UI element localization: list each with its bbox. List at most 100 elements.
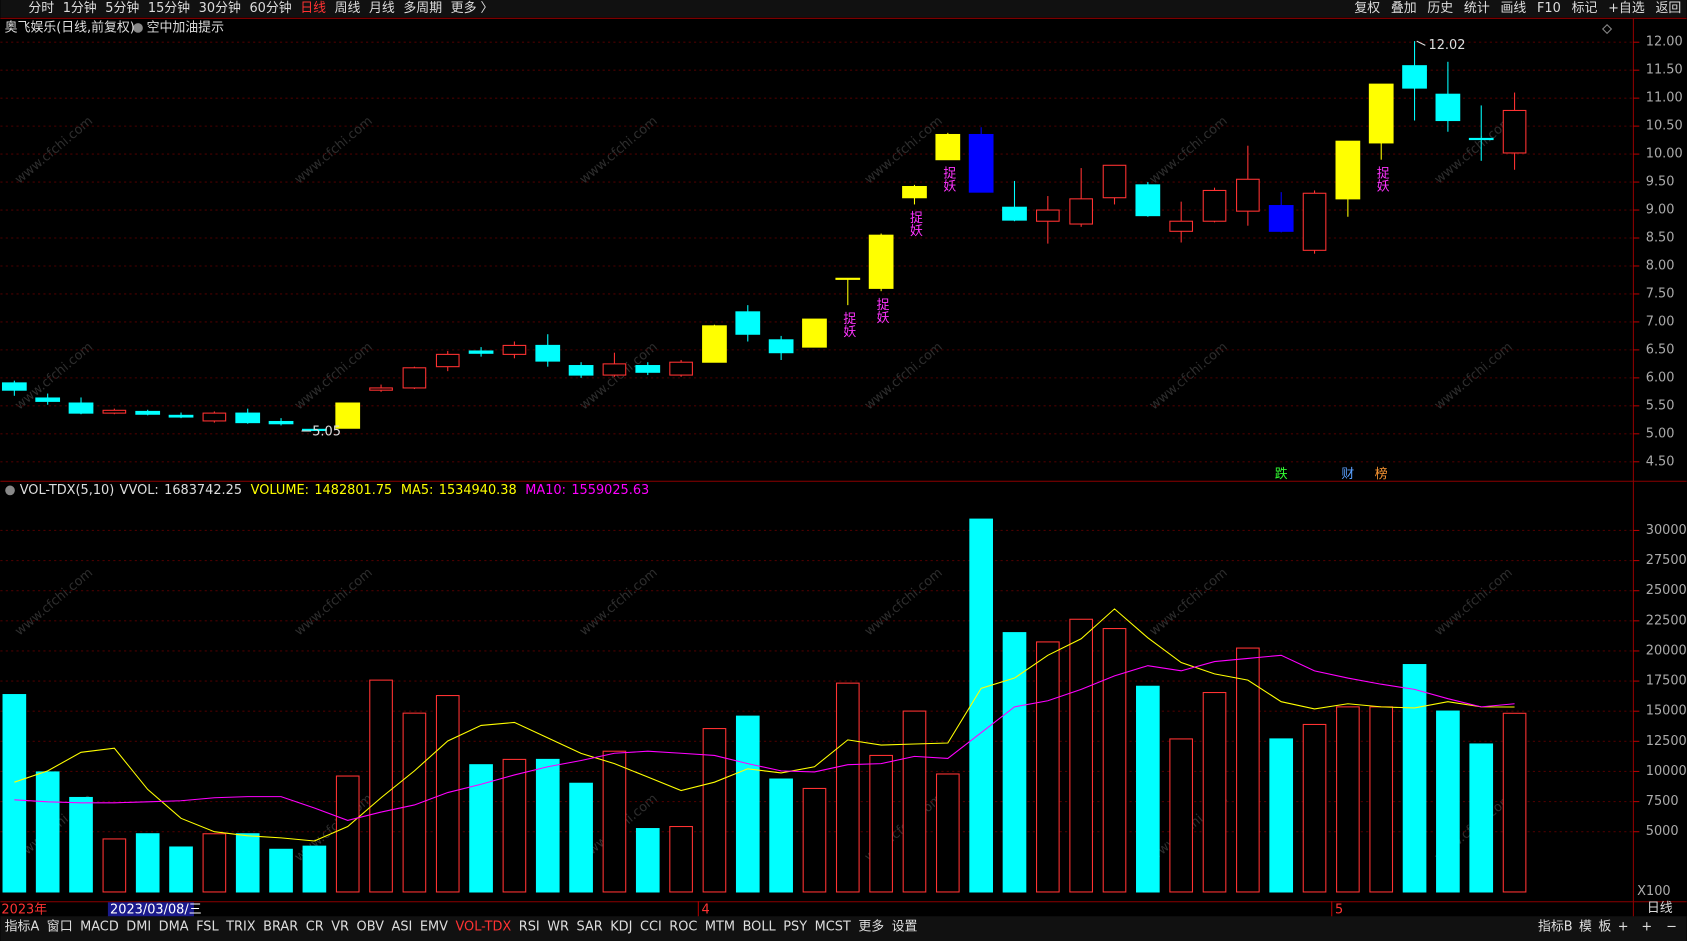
candle-body [1402,65,1427,89]
volume-bar [502,758,527,893]
tool-button[interactable]: 返回 [1655,1,1681,16]
toolbar-bg [0,0,1687,18]
event-label: 榜 [1375,466,1388,482]
tool-button[interactable]: 复权 [1354,0,1380,16]
tool-button[interactable]: F10 [1537,1,1561,16]
candle-body [802,318,827,348]
tip-text[interactable]: 空中加油提示 [147,19,224,35]
indicator-tab[interactable]: RSI [519,920,540,935]
indicator-tab[interactable]: OBV [357,920,385,935]
candle-body [1,382,27,391]
ma-line [14,608,1515,842]
volume-bar [702,728,727,893]
indicator-tab[interactable]: TRIX [225,920,256,935]
timeframe-tab[interactable]: 30分钟 [199,0,241,16]
indicator-tab[interactable]: 设置 [892,920,918,935]
template-button[interactable]: 指标B [1538,920,1573,935]
indicator-tab[interactable]: BRAR [263,920,298,935]
indicator-icon[interactable] [5,485,15,496]
volume-bar [102,838,127,893]
indicator-tab[interactable]: 窗口 [47,919,73,935]
timeframe-tab[interactable]: 15分钟 [148,0,190,16]
tip-icon[interactable] [133,23,143,33]
indicator-tab[interactable]: 指标A [5,920,40,935]
y-tick-label: 25000 [1646,583,1687,598]
ma-line [14,654,1515,821]
timeframe-tab[interactable]: 日线 [300,1,326,16]
template-button[interactable]: 板 [1598,920,1611,935]
indicator-readout: 1482801.75 [314,483,392,498]
tool-button[interactable]: 标记 [1572,1,1598,16]
stock-title: 奥飞娱乐(日线,前复权) [5,19,135,35]
tool-button[interactable]: +自选 [1608,1,1645,16]
timeframe-tab[interactable]: 周线 [335,1,361,16]
candle-body [468,350,494,354]
timeframe-tab[interactable]: 分时 [28,1,54,16]
indicator-tab[interactable]: KDJ [610,920,632,935]
indicator-tab[interactable]: MTM [705,920,735,935]
candle-body [68,402,94,414]
candle-body [1036,209,1060,222]
volume-bar [302,845,327,893]
template-button[interactable]: + [1618,920,1629,935]
y-tick-label: 5.50 [1646,398,1675,413]
indicator-tab[interactable]: 更多 [858,920,884,935]
tool-button[interactable]: 画线 [1500,1,1526,16]
zoom-in[interactable]: + [1641,920,1652,935]
tool-button[interactable]: 叠加 [1391,1,1417,16]
timeframe-tab[interactable]: 更多 〉 [451,1,494,16]
template-button[interactable]: 模 [1579,920,1592,935]
volume-bar [235,833,260,893]
volume-bar [1202,691,1227,893]
y-tick-label: 15000 [1646,704,1687,719]
timeframe-tab[interactable]: 月线 [369,1,395,16]
timeframe-tab[interactable]: 多周期 [403,1,442,16]
candle-body [1135,184,1161,217]
candle-body [1368,83,1394,144]
indicator-readout: 1559025.63 [571,483,649,498]
indicator-tab[interactable]: MACD [80,920,119,935]
indicator-tab[interactable]: DMA [159,920,189,935]
indicator-tab[interactable]: ASI [392,920,413,935]
candle-body [1169,220,1194,232]
indicator-tab[interactable]: MCST [815,920,851,935]
indicator-tab[interactable]: VOL-TDX [455,920,511,935]
period-label[interactable]: 日线 [1647,901,1673,916]
indicator-tab[interactable]: CCI [640,920,662,935]
indicator-tab[interactable]: VR [331,920,349,935]
candle-body [268,420,294,425]
indicator-tab[interactable]: WR [547,920,569,935]
timeframe-tab[interactable]: 1分钟 [63,0,97,16]
candle-body [1236,178,1260,212]
indicator-tab[interactable]: BOLL [743,920,777,935]
candle-body [568,365,594,376]
tool-button[interactable]: 统计 [1464,1,1490,16]
volume-bar [535,758,560,893]
candle-body [369,387,393,391]
cursor-date: 2023/03/08/三 [110,902,202,917]
volume-bar [202,833,227,893]
candle-body [1302,192,1327,251]
indicator-tab[interactable]: SAR [577,920,603,935]
indicator-tab[interactable]: ROC [669,920,697,935]
candle-body [702,325,727,363]
candle-body [1069,198,1093,225]
indicator-tab[interactable]: CR [306,920,324,935]
indicator-tab[interactable]: PSY [783,920,807,935]
diamond-icon[interactable] [1601,23,1613,35]
indicator-tab[interactable]: DMI [126,920,151,935]
volume-bar [1236,647,1260,893]
y-tick-label: 10000 [1646,764,1687,779]
indicator-readout: MA5: [401,483,434,498]
tool-button[interactable]: 历史 [1427,1,1453,16]
timeframe-tab[interactable]: 60分钟 [249,0,291,16]
timeframe-tab[interactable]: 5分钟 [105,0,139,16]
indicator-tab[interactable]: FSL [196,920,219,935]
y-tick-label: 7.50 [1646,286,1675,301]
zoom-out[interactable]: − [1666,920,1677,935]
indicator-tab[interactable]: EMV [420,920,448,935]
volume-bar [1169,738,1194,893]
candle-body [768,339,794,354]
candle-body [102,409,127,414]
candle-body [935,133,961,161]
